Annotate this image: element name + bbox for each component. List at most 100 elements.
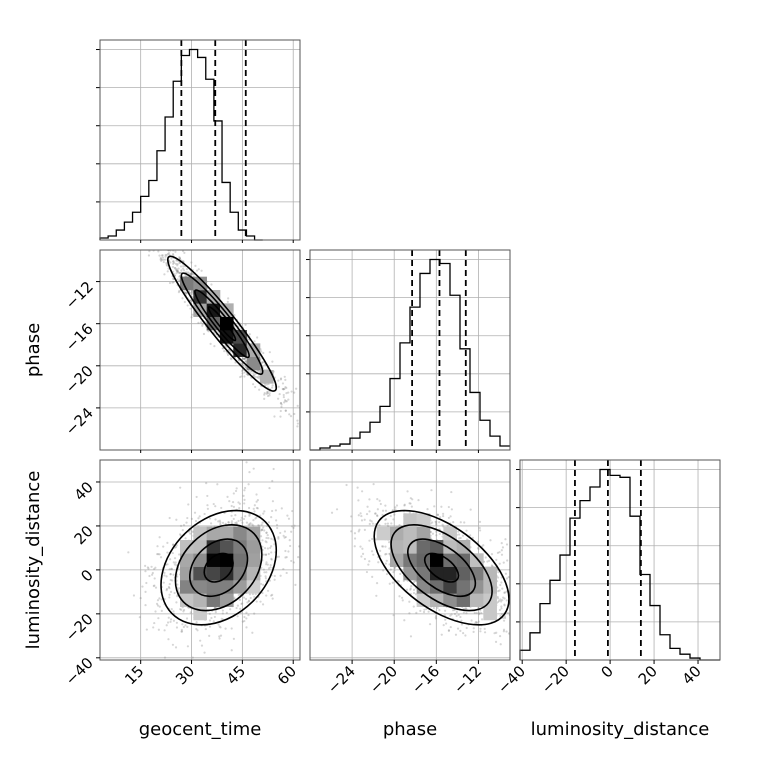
sample-point: [248, 333, 251, 336]
sample-point: [435, 523, 438, 526]
sample-point: [173, 591, 176, 595]
sample-point: [293, 524, 296, 527]
sample-point: [292, 526, 295, 530]
sample-point: [169, 618, 173, 621]
sample-point: [132, 594, 136, 597]
sample-point: [483, 627, 486, 630]
density-cell: [206, 580, 221, 594]
sample-point: [216, 483, 219, 486]
sample-point: [173, 557, 177, 560]
sample-point: [478, 526, 481, 530]
sample-point: [164, 253, 167, 257]
sample-point: [148, 574, 151, 578]
density-cell: [443, 566, 457, 581]
sample-point: [395, 504, 399, 507]
sample-point: [177, 291, 181, 294]
sample-point: [266, 390, 269, 393]
sample-point: [511, 557, 513, 559]
density-cell: [443, 580, 457, 594]
sample-point: [168, 281, 172, 285]
sample-point: [483, 631, 487, 634]
sample-point: [277, 397, 280, 400]
sample-point: [143, 230, 145, 232]
sample-point: [503, 591, 506, 594]
sample-point: [202, 332, 206, 336]
sample-point: [263, 397, 266, 400]
sample-point: [176, 583, 179, 586]
sample-point: [166, 541, 169, 544]
sample-point: [158, 254, 161, 257]
sample-point: [284, 409, 287, 412]
sample-point: [476, 540, 480, 543]
sample-point: [281, 382, 285, 385]
sample-point: [345, 483, 348, 487]
sample-point: [162, 260, 165, 264]
sample-point: [282, 388, 285, 391]
sample-point: [450, 508, 453, 511]
sample-point: [372, 483, 375, 486]
sample-point: [176, 586, 179, 589]
density-cell: [430, 593, 444, 607]
sample-point: [252, 374, 255, 377]
sample-point: [180, 608, 183, 611]
sample-point: [178, 271, 181, 274]
sample-point: [374, 512, 377, 515]
sample-point: [201, 324, 204, 327]
contour-line: [207, 306, 237, 342]
sample-point: [389, 568, 392, 571]
sample-point: [253, 595, 256, 598]
sample-point: [457, 533, 461, 536]
sample-point: [503, 603, 506, 606]
contour-line: [390, 524, 493, 612]
sample-point: [243, 615, 246, 619]
sample-point: [277, 537, 280, 540]
sample-point: [369, 519, 372, 522]
sample-point: [194, 264, 197, 267]
sample-point: [253, 340, 256, 343]
sample-point: [422, 610, 426, 614]
axes-frame: [99, 459, 301, 661]
sample-point: [512, 581, 514, 583]
sample-point: [239, 607, 242, 611]
sample-point: [393, 569, 396, 572]
sample-point: [261, 521, 264, 524]
sample-point: [371, 522, 375, 525]
sample-point: [246, 373, 250, 377]
sample-point: [235, 487, 238, 490]
sample-point: [330, 511, 334, 514]
sample-point: [230, 514, 233, 517]
axes-frame: [309, 459, 511, 661]
sample-point: [172, 281, 175, 284]
sample-point: [168, 582, 171, 586]
sample-point: [434, 520, 437, 523]
sample-point: [503, 597, 506, 600]
sample-point: [208, 612, 211, 615]
sample-point: [219, 634, 223, 637]
sample-point: [212, 620, 215, 623]
sample-point: [174, 250, 177, 253]
sample-point: [505, 543, 509, 546]
sample-point: [258, 524, 261, 527]
density-cell: [220, 553, 234, 567]
sample-point: [516, 598, 518, 600]
sample-point: [385, 559, 388, 562]
sample-point: [277, 379, 280, 382]
sample-point: [236, 604, 239, 607]
sample-point: [259, 535, 263, 538]
sample-point: [501, 599, 504, 602]
sample-point: [138, 616, 141, 619]
sample-point: [270, 551, 273, 554]
sample-point: [194, 519, 198, 523]
sample-point: [254, 375, 257, 378]
sample-point: [179, 265, 183, 268]
sample-point: [253, 510, 256, 513]
sample-point: [447, 629, 451, 632]
sample-point: [277, 555, 280, 558]
sample-point: [282, 396, 285, 399]
sample-point: [450, 490, 453, 494]
sample-point: [500, 581, 503, 584]
density-cell: [416, 580, 431, 594]
density-cell: [390, 540, 404, 554]
panel-geocent_time-phase: [100, 230, 300, 450]
sample-point: [263, 547, 267, 550]
